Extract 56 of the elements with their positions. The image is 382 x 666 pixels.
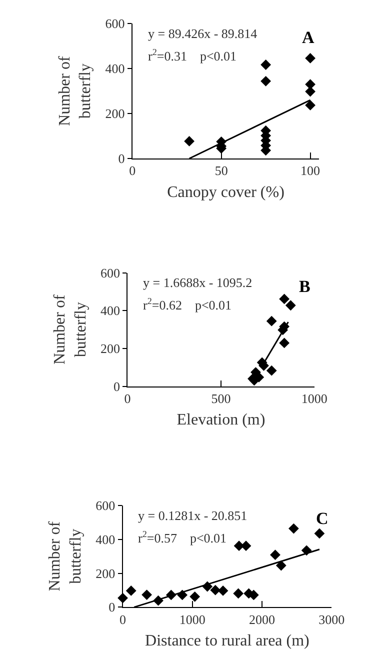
point (285, 300, 296, 311)
y-tick-label: 0 (113, 378, 120, 394)
y-axis-title: Number of butterfly (46, 520, 85, 592)
point (260, 60, 271, 70)
y-tick-label: 600 (96, 498, 116, 514)
x-tick-label: 500 (211, 390, 231, 406)
point (270, 550, 280, 560)
chart-title: B (299, 277, 310, 296)
point (142, 590, 152, 600)
point (305, 100, 316, 110)
x-axis-title: Elevation (m) (176, 412, 266, 429)
y-tick-label: 400 (100, 303, 120, 318)
chart-title: A (302, 28, 315, 47)
x-tick-label: 100 (300, 163, 320, 178)
x-axis-title: Canopy cover (%) (167, 184, 284, 201)
annotation: r$^{2}$=0.31 p<0.01 (148, 47, 237, 64)
x-tick-label: 50 (214, 163, 228, 178)
point (314, 528, 325, 539)
y-tick-label: 600 (105, 16, 125, 32)
x-tick-label: 2000 (249, 612, 276, 627)
y-tick-label: 0 (108, 600, 116, 615)
y-tick-label: 0 (118, 151, 125, 166)
annotation: y = 89.426x - 89.814 (148, 26, 258, 41)
annotation: y = 0.1281x - 20.851 (138, 508, 248, 523)
y-axis-title: Number of butterfly (52, 294, 90, 364)
y-axis-title: Number of butterfly (56, 56, 94, 126)
point (305, 86, 316, 97)
annotation: r$^{2}$=0.57 p<0.01 (138, 529, 227, 546)
annotation: r$^{2}$=0.62 p<0.01 (143, 296, 232, 312)
point (260, 76, 271, 86)
point (266, 365, 277, 376)
x-tick-label: 1000 (301, 390, 328, 406)
point (218, 586, 228, 596)
point (279, 294, 290, 304)
x-tick-label: 3000 (318, 612, 345, 627)
point (126, 586, 136, 596)
y-tick-label: 200 (96, 566, 116, 581)
y-tick-label: 200 (100, 341, 120, 356)
y-tick-label: 200 (105, 106, 125, 122)
point (266, 316, 277, 326)
y-tick-label: 400 (105, 61, 125, 76)
point (279, 338, 290, 348)
chart-title: C (316, 509, 328, 528)
point (233, 588, 244, 599)
point (190, 591, 200, 602)
point (210, 584, 221, 596)
point (276, 560, 286, 571)
point (184, 136, 194, 146)
point (288, 523, 299, 534)
x-axis-title: Distance to rural area (m) (145, 632, 310, 650)
annotation: y = 1.6688x - 1095.2 (143, 275, 252, 290)
y-tick-label: 600 (100, 265, 120, 280)
x-tick-label: 1000 (179, 612, 206, 627)
y-tick-label: 400 (96, 532, 116, 547)
x-tick-label: 0 (129, 163, 136, 178)
point (305, 53, 316, 64)
